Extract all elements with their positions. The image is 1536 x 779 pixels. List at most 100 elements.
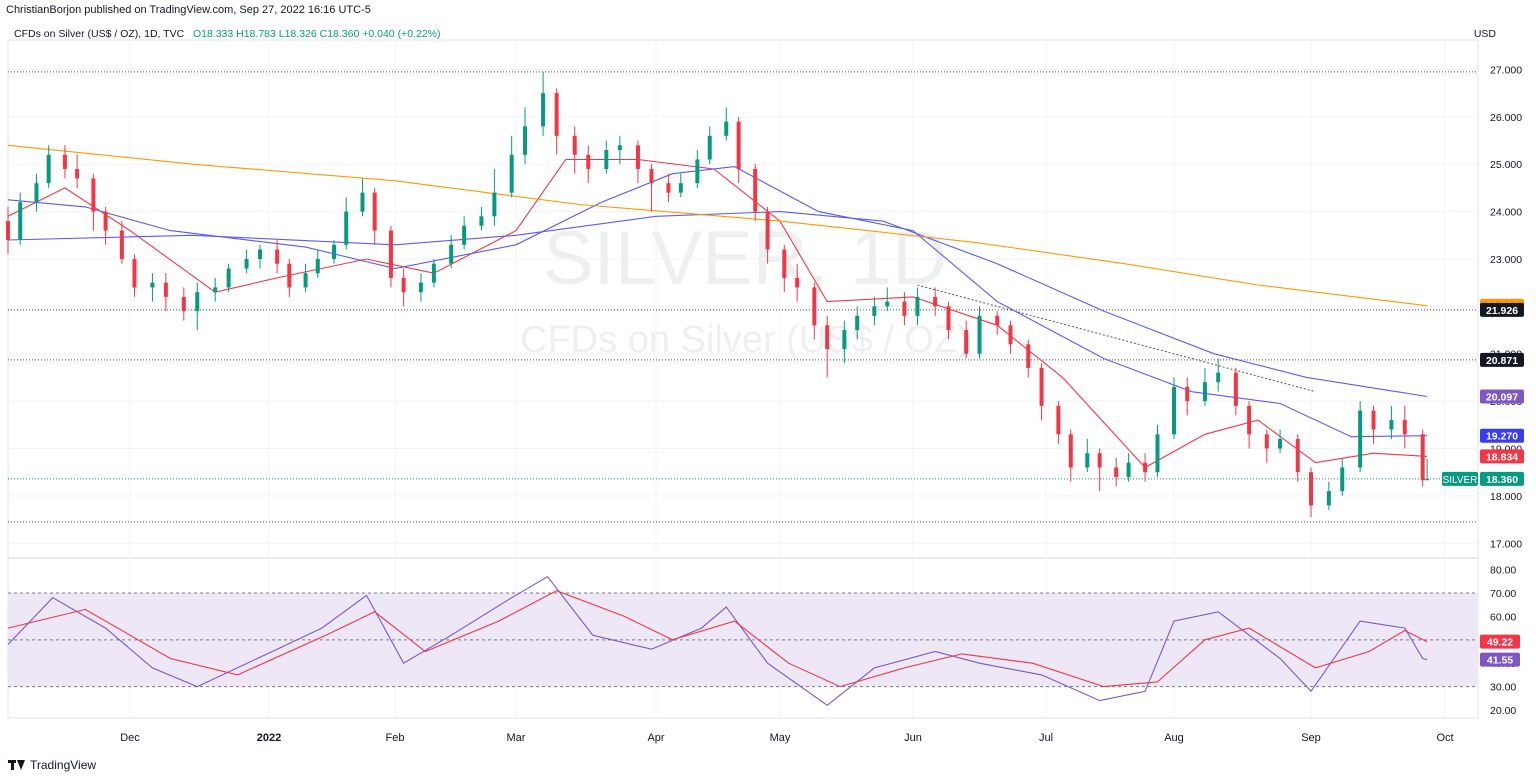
candle — [401, 268, 406, 307]
candle-body — [509, 154, 514, 193]
candle-body — [649, 168, 654, 184]
candle-body — [401, 277, 406, 293]
candle — [695, 150, 700, 188]
candle-body — [842, 330, 847, 350]
candle — [195, 282, 200, 331]
time-tick-label: Feb — [386, 732, 405, 744]
candle-body — [995, 315, 1000, 326]
time-tick-label: Mar — [507, 732, 526, 744]
candle — [213, 277, 218, 302]
candle — [150, 273, 155, 302]
price-badge-box — [1480, 302, 1524, 317]
moving-average-ma20 — [7, 158, 1428, 469]
price-badge: 19.270 — [1480, 428, 1524, 443]
candle-body — [1026, 344, 1031, 368]
candle — [1202, 367, 1207, 406]
candle — [1326, 481, 1331, 511]
candle-body — [226, 268, 231, 288]
symbol-badge-box — [1442, 471, 1478, 486]
candle-body — [1264, 434, 1269, 449]
candle-body — [479, 216, 484, 226]
candle-body — [695, 159, 700, 184]
price-badge: 20.097 — [1480, 389, 1524, 404]
candle — [1114, 457, 1119, 487]
price-tick-label: 18.000 — [1490, 491, 1522, 503]
candle — [46, 145, 51, 188]
candle-body — [462, 225, 467, 245]
candle-body — [1247, 405, 1252, 435]
candle — [163, 273, 168, 312]
candle-body — [18, 202, 23, 241]
candle-body — [34, 183, 39, 203]
symbol-badge-label: SILVER — [1443, 475, 1478, 486]
candle — [258, 244, 263, 269]
candle-body — [795, 277, 800, 288]
price-tick-label: 25.000 — [1490, 159, 1522, 171]
candle-body — [1295, 439, 1300, 473]
candle-body — [1216, 372, 1221, 383]
candle-body — [855, 315, 860, 331]
candle — [604, 140, 609, 174]
candle — [1097, 448, 1102, 492]
rsi-value-badge: 49.22 — [1480, 634, 1520, 649]
price-badge-label: 18.360 — [1486, 474, 1518, 486]
rsi-tick-label: 20.00 — [1490, 705, 1516, 717]
candle — [753, 164, 758, 222]
candle-body — [1126, 462, 1131, 477]
candle-body — [163, 282, 168, 297]
candle — [977, 306, 982, 359]
candle — [1155, 424, 1160, 477]
candle — [388, 225, 393, 288]
time-tick-label: Aug — [1164, 732, 1184, 744]
candle — [132, 254, 137, 297]
candle — [226, 263, 231, 293]
candle — [765, 206, 770, 264]
candle-body — [572, 135, 577, 155]
candle — [1425, 458, 1430, 481]
candle — [360, 178, 365, 217]
ohlc-values: O18.333 H18.783 L18.326 C18.360 +0.040 (… — [192, 28, 441, 40]
rsi-badge-box — [1480, 652, 1520, 667]
candle-body — [1085, 453, 1090, 468]
candle — [724, 107, 729, 141]
candle-body — [933, 296, 938, 307]
candle-body — [388, 230, 393, 278]
rsi-tick-label: 60.00 — [1490, 611, 1516, 623]
candle-body — [150, 282, 155, 288]
candle — [812, 282, 817, 340]
candle — [75, 154, 80, 188]
candle-body — [782, 249, 787, 278]
candle-body — [1425, 478, 1430, 481]
candle-body — [1185, 386, 1190, 402]
candle-body — [75, 168, 80, 179]
candle-body — [1420, 434, 1425, 481]
candle — [1068, 429, 1073, 482]
plot-frame — [7, 39, 1479, 719]
candle-body — [1326, 491, 1331, 506]
price-badge-box — [1480, 428, 1524, 443]
candle-body — [287, 263, 292, 288]
candle-body — [6, 221, 10, 241]
candle-body — [275, 249, 280, 264]
candle-body — [977, 315, 982, 354]
rsi-tick-label: 30.00 — [1490, 682, 1516, 694]
candle-body — [1039, 367, 1044, 406]
candle-body — [449, 244, 454, 264]
candle — [1172, 377, 1176, 440]
candle — [1358, 401, 1363, 473]
candle-body — [554, 93, 559, 136]
moving-average-ma50 — [7, 166, 1428, 438]
candle — [1340, 457, 1345, 496]
candle-body — [617, 145, 622, 151]
candle-body — [213, 287, 218, 293]
candle — [1026, 339, 1031, 378]
trendline — [917, 284, 1316, 393]
candle — [885, 287, 890, 312]
time-tick-label: May — [770, 732, 791, 744]
moving-average-ma100 — [7, 211, 1428, 398]
tradingview-logo-icon — [8, 760, 26, 770]
candle-body — [812, 287, 817, 326]
footer-brand: TradingView — [8, 758, 96, 772]
candle-body — [915, 296, 920, 316]
